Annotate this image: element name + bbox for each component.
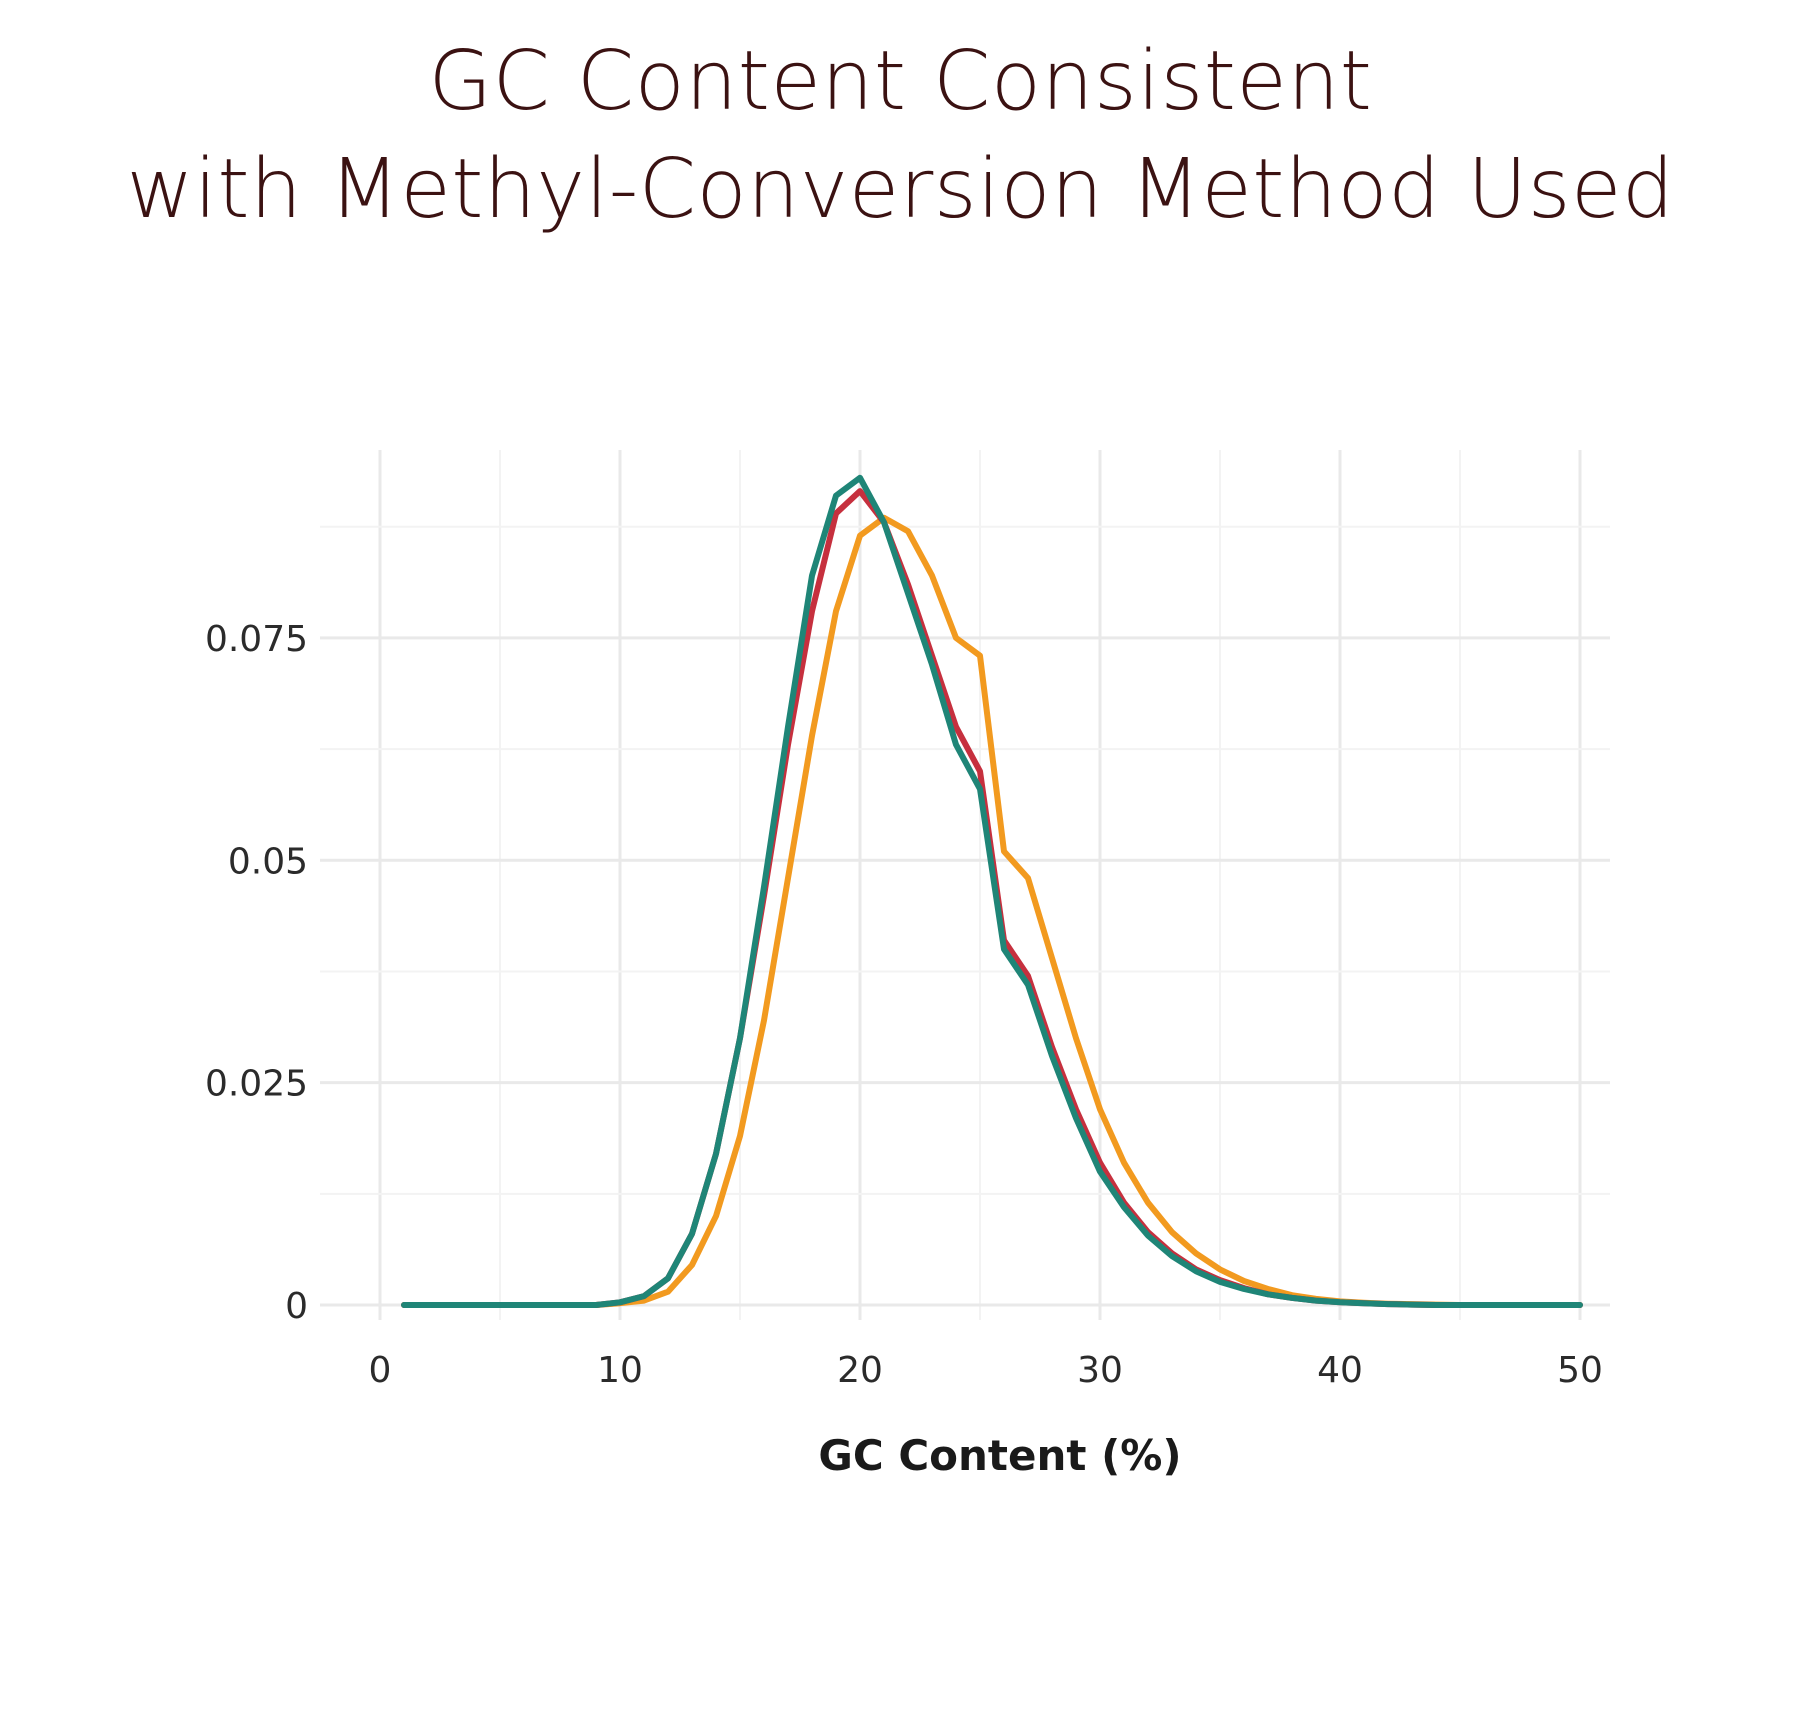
x-axis-title: GC Content (%) — [818, 1431, 1181, 1480]
y-axis-ticks: 0 0.025 0.05 0.075 — [205, 619, 308, 1327]
chart-title: GC Content Consistent with Methyl-Conver… — [0, 28, 1801, 244]
x-axis-ticks: 0 10 20 30 40 50 — [369, 1350, 1603, 1391]
series-line-2 — [401, 488, 1583, 1308]
x-tick-label: 20 — [837, 1350, 883, 1391]
x-tick-label: 10 — [597, 1350, 643, 1391]
x-tick-label: 40 — [1317, 1350, 1363, 1391]
chart-title-line-2: with Methyl-Conversion Method Used — [126, 142, 1675, 237]
y-tick-label: 0.075 — [205, 619, 308, 660]
y-tick-label: 0.05 — [228, 841, 308, 882]
x-tick-label: 30 — [1077, 1350, 1123, 1391]
x-tick-label: 50 — [1557, 1350, 1603, 1391]
x-tick-label: 0 — [369, 1350, 392, 1391]
chart-grid — [320, 450, 1610, 1320]
y-tick-label: 0 — [285, 1286, 308, 1327]
chart-series — [401, 474, 1583, 1308]
chart-title-line-1: GC Content Consistent — [428, 34, 1373, 129]
series-line-1 — [401, 514, 1583, 1308]
series-line-3 — [401, 474, 1583, 1308]
y-tick-label: 0.025 — [205, 1064, 308, 1105]
